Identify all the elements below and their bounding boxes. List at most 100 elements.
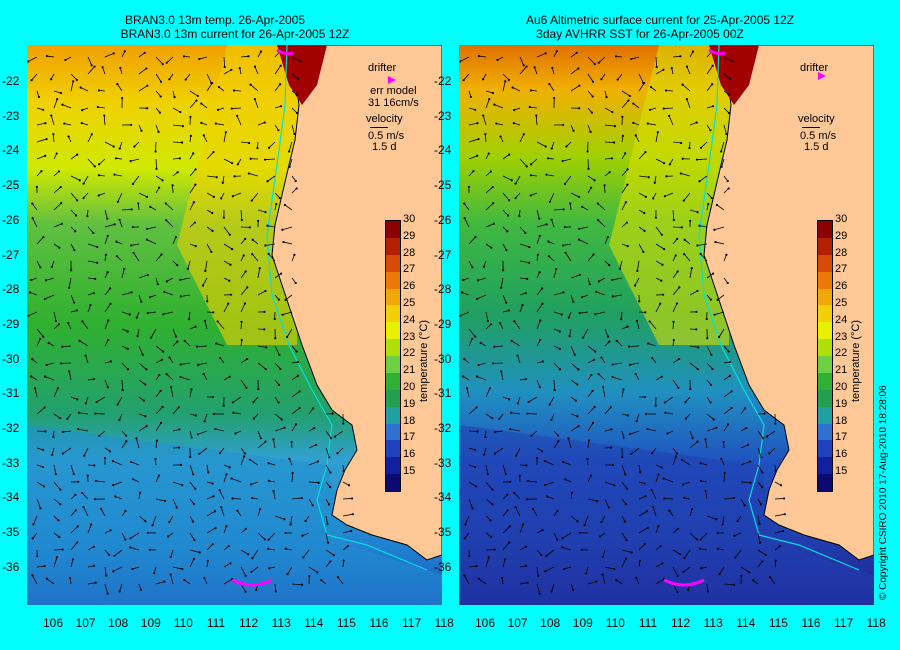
left-lat-label-m33: -33: [2, 455, 20, 470]
colorbar-tick-21: 21: [835, 364, 848, 377]
right-lon-label-110: 110: [605, 616, 625, 630]
colorbar-swatch: [386, 372, 400, 391]
right-lon-label-107: 107: [507, 616, 528, 630]
drifter-track-north: [708, 48, 726, 56]
colorbar-swatch: [386, 339, 400, 357]
colorbar-swatch: [386, 288, 400, 306]
left-legend-speed: 0.5 m/s: [368, 130, 405, 142]
shelf-contour: [266, 45, 428, 571]
left-lat-label-m24: -24: [2, 143, 20, 158]
colorbar-tick-26: 26: [403, 280, 416, 293]
left-legend-drifter: drifter: [368, 62, 397, 74]
right-map-canvas: [459, 45, 874, 605]
left-legend-err: err model 31 16cm/s: [368, 85, 419, 109]
colorbar-swatch: [386, 221, 400, 239]
colorbar-swatch: [818, 339, 832, 357]
left-lat-label-m36: -36: [2, 559, 20, 574]
colorbar-tick-29: 29: [403, 229, 416, 242]
colorbar-tick-24: 24: [403, 313, 416, 326]
right-velocity-arrow-icon: [802, 127, 820, 128]
right-lon-label-115: 115: [768, 616, 788, 630]
colorbar-swatch: [386, 406, 400, 424]
colorbar-swatch: [386, 305, 400, 323]
left-lon-label-109: 109: [140, 616, 161, 630]
colorbar-tick-27: 27: [835, 263, 848, 276]
colorbar-swatch: [386, 254, 400, 273]
right-lon-label-116: 116: [801, 616, 821, 630]
colorbar-tick-25: 25: [403, 297, 416, 309]
colorbar-tick-16: 16: [403, 448, 416, 461]
left-lat-label-m22: -22: [2, 74, 20, 88]
colorbar-swatch: [818, 322, 832, 340]
colorbar-tick-19: 19: [403, 397, 416, 410]
right-lat-label-m32: -32: [434, 421, 452, 435]
right-lon-label-118: 118: [866, 616, 886, 630]
left-lon-label-107: 107: [75, 616, 96, 630]
right-lat-label-m29: -29: [434, 316, 452, 331]
cool-water-band: [459, 425, 874, 605]
left-colorbar-unit: temperature (°C): [418, 319, 430, 402]
left-lat-label-m29: -29: [2, 316, 20, 331]
colorbar-tick-20: 20: [403, 381, 416, 393]
right-lat-label-m28: -28: [434, 282, 452, 297]
colorbar-swatch: [818, 406, 832, 424]
right-lat-label-m31: -31: [434, 386, 452, 401]
right-lat-label-m24: -24: [434, 143, 452, 158]
right-lat-label-m35: -35: [434, 525, 452, 540]
colorbar-tick-24: 24: [835, 313, 848, 326]
left-title-line2: BRAN3.0 13m current for 26-Apr-2005 12Z: [120, 27, 350, 41]
colorbar-tick-22: 22: [835, 347, 848, 360]
colorbar-tick-20: 20: [835, 381, 848, 393]
colorbar-tick-18: 18: [835, 414, 848, 427]
left-lat-label-m26: -26: [2, 212, 20, 227]
drifter-track-south: [663, 578, 705, 587]
colorbar-swatch: [818, 457, 832, 475]
colorbar-swatch: [818, 474, 832, 492]
left-velocity-arrow-icon: [370, 127, 388, 128]
right-lat-label-m23: -23: [434, 108, 452, 123]
colorbar-tick-30: 30: [403, 213, 416, 225]
colorbar-swatch: [818, 221, 832, 239]
colorbar-swatch: [818, 423, 832, 441]
left-lat-label-m23: -23: [2, 108, 20, 123]
right-lat-label-m22: -22: [434, 74, 452, 88]
colorbar-tick-27: 27: [403, 263, 416, 276]
left-drifter-icon: [388, 76, 396, 84]
left-lat-label-m34: -34: [2, 490, 20, 505]
drifter-track-south: [231, 578, 273, 587]
left-colorbar: [385, 220, 401, 492]
left-lon-label-115: 115: [336, 616, 356, 630]
left-lat-label-m32: -32: [2, 421, 20, 435]
colorbar-swatch: [386, 356, 400, 374]
colorbar-tick-21: 21: [403, 364, 416, 377]
colorbar-swatch: [818, 356, 832, 374]
left-lon-label-118: 118: [434, 616, 454, 630]
colorbar-tick-30: 30: [835, 213, 848, 225]
hot-coastal-patch: [709, 45, 759, 105]
colorbar-tick-28: 28: [403, 246, 416, 259]
drifter-track-north: [276, 48, 294, 56]
colorbar-tick-18: 18: [403, 414, 416, 427]
right-lat-label-m25: -25: [434, 178, 452, 193]
left-lon-label-108: 108: [108, 616, 129, 630]
left-lon-label-114: 114: [304, 616, 324, 630]
colorbar-tick-23: 23: [403, 330, 416, 343]
right-legend-velocity: velocity: [798, 113, 835, 125]
right-lon-label-113: 113: [703, 616, 723, 630]
left-map-canvas: [27, 45, 442, 605]
right-lat-label-m34: -34: [434, 490, 452, 505]
left-lat-label-m30: -30: [2, 351, 20, 366]
colorbar-tick-29: 29: [835, 229, 848, 242]
colorbar-swatch: [386, 389, 400, 408]
left-legend-days: 1.5 d: [372, 141, 397, 153]
right-lat-label-m36: -36: [434, 559, 452, 574]
right-lon-label-112: 112: [671, 616, 691, 630]
right-colorbar: [817, 220, 833, 492]
colorbar-swatch: [818, 305, 832, 323]
left-legend-err-line2: 31 16cm/s: [368, 97, 419, 109]
copyright-text: © Copyright CSIRO 2010 17-Aug-2010 18:28…: [878, 385, 889, 600]
right-title-line1: Au6 Altimetric surface current for 25-Ap…: [525, 13, 795, 27]
colorbar-swatch: [386, 440, 400, 458]
left-lat-label-m35: -35: [2, 525, 20, 540]
left-title-line1: BRAN3.0 13m temp. 26-Apr-2005: [124, 13, 306, 27]
